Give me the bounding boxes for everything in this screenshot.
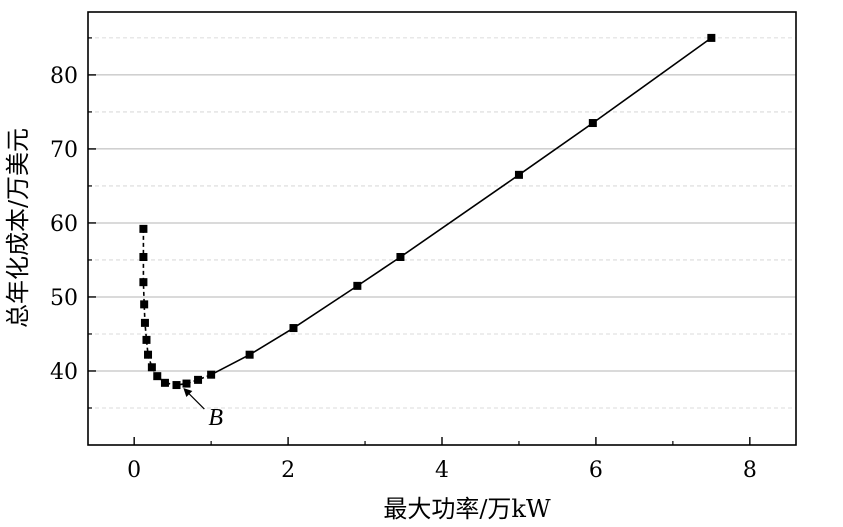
data-point: [153, 372, 161, 380]
annotation-label-0: B: [208, 405, 223, 431]
data-point: [353, 282, 361, 290]
series-line-0: [143, 229, 211, 385]
series-line-1: [211, 38, 711, 375]
annotations: B: [183, 388, 223, 431]
data-point: [139, 253, 147, 261]
grid-lines: [88, 38, 796, 408]
x-tick-label-4: 8: [743, 458, 757, 483]
data-point: [194, 376, 202, 384]
data-point: [140, 300, 148, 308]
data-point: [141, 319, 149, 327]
data-point: [148, 363, 156, 371]
data-point: [589, 119, 597, 127]
data-series: [139, 34, 715, 389]
y-axis-title: 总年化成本/万美元: [4, 128, 32, 328]
data-point: [144, 351, 152, 359]
x-axis-title: 最大功率/万kW: [383, 495, 551, 523]
x-tick-label-1: 2: [281, 458, 295, 483]
y-tick-label-2: 60: [50, 212, 78, 237]
x-tick-label-0: 0: [127, 458, 141, 483]
data-point: [161, 379, 169, 387]
data-point: [515, 171, 523, 179]
data-point: [139, 278, 147, 286]
data-point: [173, 381, 181, 389]
x-tick-label-3: 6: [589, 458, 603, 483]
y-tick-label-4: 80: [50, 64, 78, 89]
x-tick-labels: 0 2 4 6 8: [127, 458, 757, 483]
data-point: [207, 371, 215, 379]
data-point: [396, 253, 404, 261]
data-point: [183, 380, 191, 388]
data-point: [139, 225, 147, 233]
data-point: [707, 34, 715, 42]
y-tick-label-0: 40: [50, 360, 78, 385]
x-tick-label-2: 4: [435, 458, 449, 483]
data-point: [142, 336, 150, 344]
data-point: [246, 351, 254, 359]
data-point: [289, 324, 297, 332]
y-tick-labels: 40 50 60 70 80: [50, 64, 78, 385]
y-tick-label-3: 70: [50, 138, 78, 163]
y-tick-label-1: 50: [50, 286, 78, 311]
